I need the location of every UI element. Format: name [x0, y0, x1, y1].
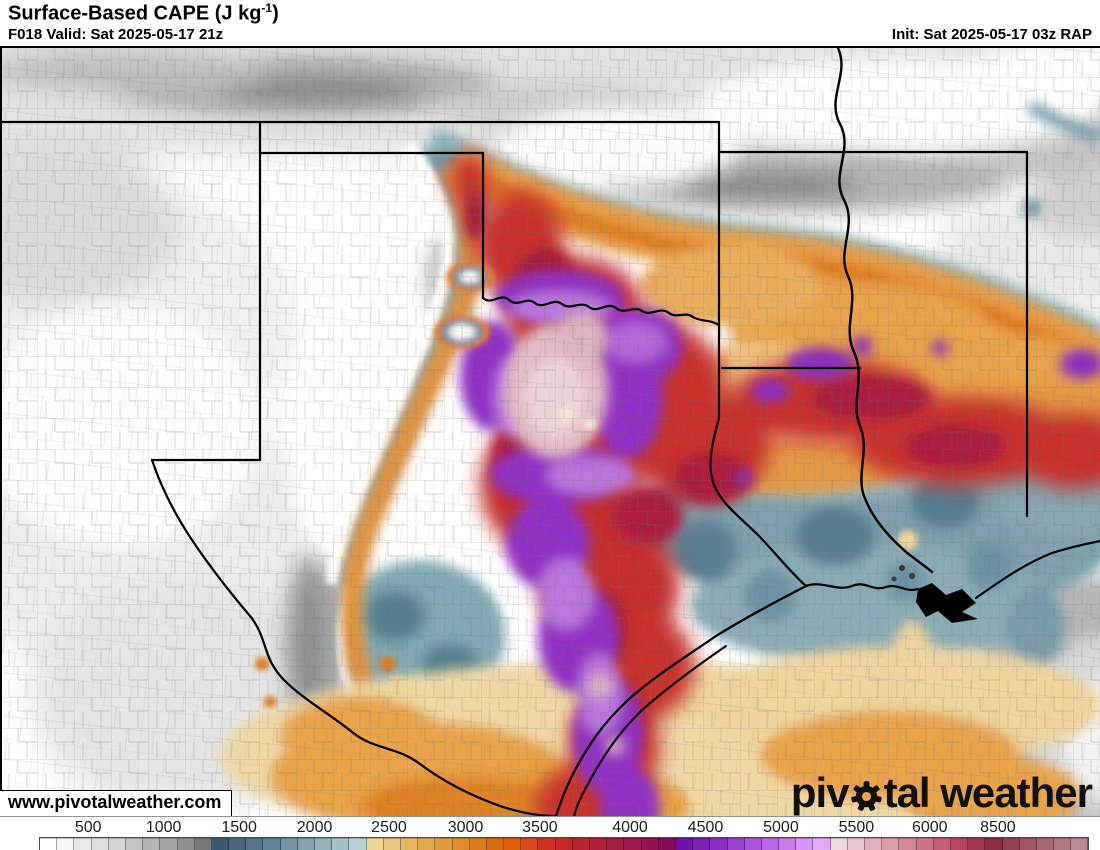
colorbar-cell — [400, 838, 419, 850]
colorbar-cell — [607, 838, 625, 850]
colorbar-cell — [761, 838, 780, 850]
colorbar-cell — [418, 838, 436, 850]
header: Surface-Based CAPE (J kg-1) F018 Valid: … — [0, 0, 1100, 46]
colorbar-cell — [744, 838, 762, 850]
map-frame — [0, 46, 1100, 816]
colorbar-cell — [933, 838, 951, 850]
valid-time-label: F018 Valid: Sat 2025-05-17 21z — [8, 26, 224, 43]
colorbar-cell — [590, 838, 608, 850]
colorbar-cell — [950, 838, 969, 850]
colorbar-cell — [796, 838, 814, 850]
colorbar-cell — [830, 838, 848, 850]
colorbar-cell — [160, 838, 178, 850]
colorbar-cell — [847, 838, 865, 850]
page-title: Surface-Based CAPE (J kg-1) — [8, 1, 279, 26]
colorbar-cell — [916, 838, 934, 850]
colorbar-cell — [194, 838, 212, 850]
colorbar-tick-label: 6000 — [911, 819, 948, 836]
colorbar-cell — [125, 838, 144, 850]
colorbar-tick-label: 5500 — [838, 819, 875, 836]
colorbar-cell — [1002, 838, 1020, 850]
colorbar-tick-label: 500 — [74, 819, 102, 836]
colorbar-cell — [332, 838, 350, 850]
colorbar-cell — [968, 838, 986, 850]
colorbar-cell — [280, 838, 298, 850]
colorbar-cell — [555, 838, 573, 850]
colorbar-tick-label: 1500 — [221, 819, 257, 836]
colorbar-cell — [572, 838, 590, 850]
colorbar-cell — [538, 838, 556, 850]
colorbar-cell — [521, 838, 539, 850]
colorbar-cell — [1036, 838, 1055, 850]
colorbar-tick-label: 4500 — [687, 819, 724, 836]
colorbar-cell — [486, 838, 505, 850]
colorbar-cell — [1019, 838, 1037, 850]
colorbar-cell — [504, 838, 522, 850]
colorbar-cell — [899, 838, 917, 850]
colorbar-cell — [1071, 838, 1089, 850]
colorbar-cell — [74, 838, 92, 850]
colorbar-tick-label: 2500 — [371, 819, 407, 836]
colorbar-cell — [675, 838, 694, 850]
colorbar-tick-label: 2000 — [296, 819, 333, 836]
logo-text-left: piv — [790, 769, 850, 816]
colorbar-panel: 500 1000 1500 2000 2500 3000 3500 4000 4500 5000 5… — [0, 816, 1100, 850]
colorbar-cell — [813, 838, 831, 850]
title-end: ) — [272, 2, 279, 25]
colorbar-cell — [57, 838, 75, 850]
colorbar-cell — [108, 838, 126, 850]
colorbar-cell — [779, 838, 797, 850]
colorbar-cell — [211, 838, 230, 850]
colorbar-tick-label: 3000 — [447, 819, 484, 836]
colorbar-cell — [177, 838, 195, 850]
colorbar-cell — [297, 838, 315, 850]
colorbar-cell — [229, 838, 247, 850]
colorbar-cell — [143, 838, 161, 850]
colorbar-cell — [641, 838, 659, 850]
colorbar-cell — [882, 838, 900, 850]
colorbar-cell — [315, 838, 333, 850]
colorbar-tick-label: 1000 — [145, 819, 182, 836]
state-borders — [0, 46, 1100, 816]
logo-text-right: tal weather — [883, 769, 1093, 816]
colorbar-cell — [710, 838, 728, 850]
colorbar-tick-label: 3500 — [522, 819, 558, 836]
colorbar-cell — [985, 838, 1003, 850]
title-superscript: -1 — [261, 1, 273, 15]
colorbar-cell — [1054, 838, 1072, 850]
colorbar-tick-label: 8500 — [980, 819, 1016, 836]
colorbar-labels: 500 1000 1500 2000 2500 3000 3500 4000 4500 5000 5… — [40, 818, 1088, 837]
colorbar-cell — [40, 838, 58, 850]
watermark-url: www.pivotalweather.com — [0, 790, 233, 816]
colorbar-cell — [624, 838, 642, 850]
colorbar-cell — [435, 838, 453, 850]
colorbar-cell — [658, 838, 676, 850]
map-area: www.pivotalweather.com piv tal weather — [0, 46, 1100, 816]
title-text: Surface-Based CAPE (J kg — [8, 2, 262, 25]
colorbar-cell — [383, 838, 401, 850]
colorbar-tick-label: 5000 — [763, 819, 799, 836]
colorbar-tick-label: 4000 — [612, 819, 648, 836]
cape-map-canvas — [0, 46, 1100, 816]
gear-icon — [850, 780, 883, 813]
colorbar-cell — [865, 838, 883, 850]
colorbar-cell — [366, 838, 384, 850]
louisiana-delta — [891, 565, 978, 623]
colorbar-cell — [727, 838, 745, 850]
colorbar-cells — [39, 837, 1089, 850]
colorbar-cell — [91, 838, 109, 850]
colorbar-cell — [693, 838, 711, 850]
colorbar-cell — [349, 838, 367, 850]
colorbar-cell — [263, 838, 281, 850]
colorbar-cell — [452, 838, 470, 850]
colorbar-cell — [246, 838, 264, 850]
pivotal-weather-logo: piv tal weather — [790, 769, 1093, 816]
county-lines — [0, 46, 1100, 816]
init-time-label: Init: Sat 2025-05-17 03z RAP — [891, 26, 1092, 43]
colorbar-cell — [469, 838, 487, 850]
